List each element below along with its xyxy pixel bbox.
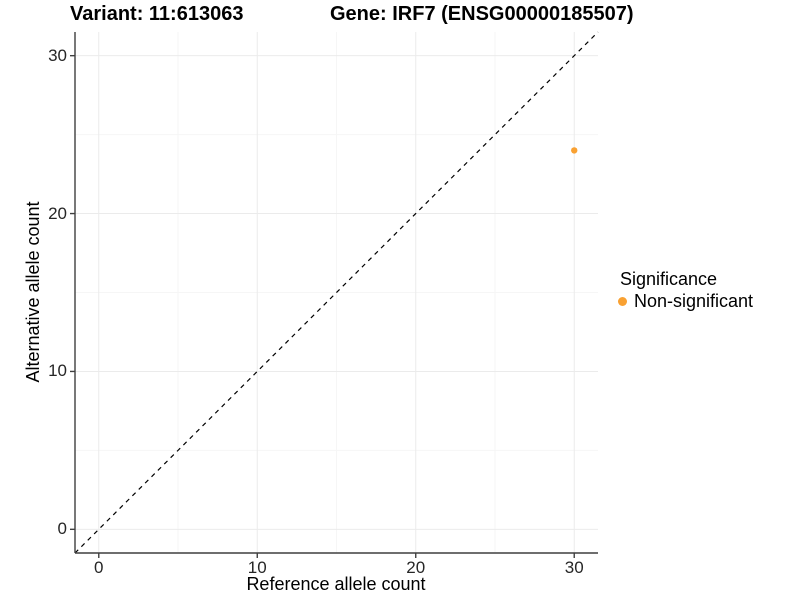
x-tick-label: 30	[564, 558, 584, 577]
y-tick-label: 0	[57, 519, 67, 539]
x-tick-label: 0	[94, 558, 104, 577]
legend-item-label: Non-significant	[634, 290, 754, 311]
plot-title-gene: Gene: IRF7 (ENSG00000185507)	[330, 3, 634, 25]
y-tick-label: 10	[48, 361, 67, 381]
y-axis-title: Alternative allele count	[23, 201, 43, 383]
y-tick-label: 30	[48, 45, 67, 65]
legend-title: Significance	[620, 269, 718, 289]
legend: Significance Non-significant	[618, 268, 753, 312]
x-tick-label: 20	[406, 558, 426, 577]
identity-reference-line	[74, 31, 599, 554]
legend-item: Non-significant	[618, 290, 753, 312]
y-tick-label: 20	[48, 203, 67, 223]
plot-title-variant: Variant: 11:613063	[70, 3, 244, 25]
x-axis-title: Reference allele count	[246, 574, 426, 594]
data-point	[571, 147, 578, 154]
non-significant-dot-icon	[618, 296, 627, 306]
x-tick-label: 10	[247, 558, 267, 577]
